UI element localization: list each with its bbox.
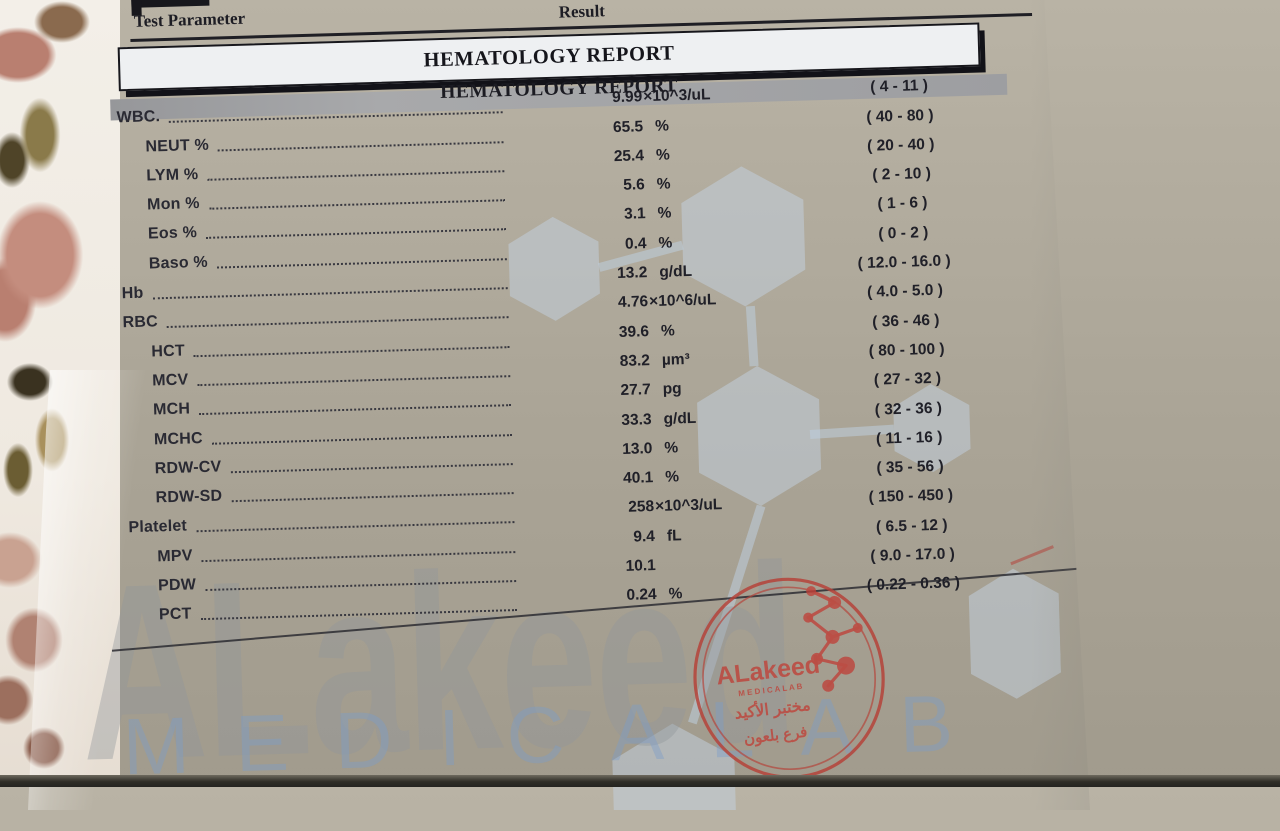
result-unit: %	[655, 146, 670, 164]
test-parameter-label: NEUT %	[145, 136, 210, 156]
reference-range: ( 1 - 6 )	[877, 194, 928, 213]
result-cell: 13.2	[559, 264, 648, 285]
hexagon-molecule-watermark-icon	[508, 166, 1062, 810]
result-value: 10.1	[625, 557, 657, 575]
test-parameter-label: RDW-SD	[155, 487, 223, 507]
reference-range: ( 150 - 450 )	[868, 486, 954, 507]
reference-range: ( 35 - 56 )	[876, 457, 944, 477]
result-value: 258	[627, 498, 655, 517]
result-value: 39.6	[618, 322, 650, 341]
result-value: 9.4	[633, 527, 656, 546]
test-parameter-label: RBC	[122, 313, 159, 332]
result-unit: g/dL	[663, 409, 697, 428]
result-unit: %	[664, 439, 679, 457]
test-parameter-label: MCH	[152, 400, 191, 419]
test-parameter-label: Baso %	[148, 253, 209, 273]
stamp-arabic-name: مختبر الأكيد	[733, 694, 811, 724]
result-value: 0.24	[626, 586, 657, 605]
result-unit: %	[654, 117, 670, 135]
result-unit: %	[664, 468, 680, 486]
result-value: 65.5	[612, 117, 644, 136]
result-unit: %	[657, 204, 672, 223]
test-parameter-label: LYM %	[146, 165, 199, 185]
result-unit: pg	[662, 380, 682, 399]
result-value: 33.3	[621, 410, 652, 429]
reference-range: ( 40 - 80 )	[866, 106, 934, 126]
test-parameter-label: MCHC	[153, 429, 203, 448]
result-value: 0.4	[624, 234, 647, 253]
reference-range: ( 0 - 2 )	[878, 223, 929, 243]
reference-range: ( 32 - 36 )	[874, 399, 943, 419]
result-cell: 27.7	[563, 381, 651, 402]
section-title: HEMATOLOGY REPORT	[423, 41, 675, 72]
reference-range: ( 80 - 100 )	[868, 340, 945, 360]
test-parameter-label: MCV	[152, 371, 189, 390]
test-parameter-label: HCT	[151, 342, 186, 361]
result-cell: 3.1	[557, 205, 646, 227]
printed-report-content: ALakeed MEDICALAB Test Parameter Result …	[77, 0, 1089, 810]
result-cell: 4.76	[560, 293, 649, 315]
result-cell: 5.6	[557, 176, 645, 197]
result-unit: %	[656, 175, 671, 194]
report-paper-sheet: ALakeed MEDICALAB Test Parameter Result …	[0, 0, 1280, 810]
photo-bottom-shadow	[0, 775, 1280, 787]
result-cell: 10.1	[568, 557, 656, 578]
result-cell: 13.0	[564, 439, 653, 461]
result-cell: 40.1	[565, 469, 654, 490]
result-value: 4.76	[617, 293, 649, 312]
reference-range: ( 27 - 32 )	[873, 370, 942, 389]
result-value: 13.2	[616, 264, 648, 283]
result-value: 3.1	[623, 205, 646, 224]
test-parameter-label: Platelet	[128, 517, 188, 537]
result-value: 5.6	[623, 176, 646, 194]
result-cell: 65.5	[555, 117, 644, 139]
test-parameter-label: PDW	[157, 576, 197, 595]
result-unit: %	[660, 322, 676, 340]
result-cell: 0.24	[568, 586, 657, 607]
result-value: 40.1	[622, 469, 654, 488]
result-value: 83.2	[619, 352, 651, 370]
result-cell: 258	[566, 499, 654, 520]
result-cell: 83.2	[562, 352, 650, 373]
result-unit: %	[658, 234, 673, 252]
test-parameter-label: Hb	[121, 284, 144, 303]
results-table: WBC. 9.99 ×10^3/uL ( 4 - 11 ) NEUT % 65.…	[94, 73, 1059, 627]
result-value: 27.7	[620, 381, 651, 400]
result-cell: 25.4	[556, 147, 645, 168]
reference-range: ( 2 - 10 )	[872, 165, 932, 184]
test-parameter-label: Eos %	[147, 224, 198, 243]
reference-range: ( 20 - 40 )	[866, 135, 935, 155]
test-parameter-label: PCT	[158, 605, 192, 624]
reference-range: ( 12.0 - 16.0 )	[857, 252, 951, 273]
reference-range: ( 4.0 - 5.0 )	[866, 282, 944, 302]
result-value: 25.4	[613, 147, 645, 165]
test-parameter-label: RDW-CV	[154, 458, 222, 478]
reference-range: ( 6.5 - 12 )	[875, 516, 948, 536]
column-header-test-parameter: Test Parameter	[133, 8, 246, 31]
result-unit: ×10^3/uL	[654, 496, 723, 516]
stamp-arabic-branch: فرع بلعون	[743, 724, 808, 748]
reference-range: ( 36 - 46 )	[871, 311, 940, 331]
lab-stamp: ALakeed M E D I C A L A B مختبر الأكيد ف…	[693, 577, 885, 779]
stamp-lab-name: ALakeed	[715, 651, 822, 691]
test-parameter-label: MPV	[157, 547, 193, 566]
result-cell: 9.4	[567, 528, 655, 549]
result-unit: g/dL	[659, 262, 693, 281]
result-unit: ×10^6/uL	[648, 291, 717, 311]
result-value: 13.0	[621, 439, 653, 458]
result-cell: 0.4	[558, 234, 647, 256]
stamp-molecule-icon	[803, 586, 863, 692]
result-unit: fL	[666, 527, 682, 545]
result-cell: 39.6	[561, 322, 650, 344]
result-cell: 33.3	[563, 410, 652, 432]
result-unit: µm³	[661, 350, 690, 369]
test-parameter-label: Mon %	[146, 195, 200, 214]
column-header-result: Result	[558, 1, 606, 22]
reference-range: ( 11 - 16 )	[875, 428, 943, 448]
